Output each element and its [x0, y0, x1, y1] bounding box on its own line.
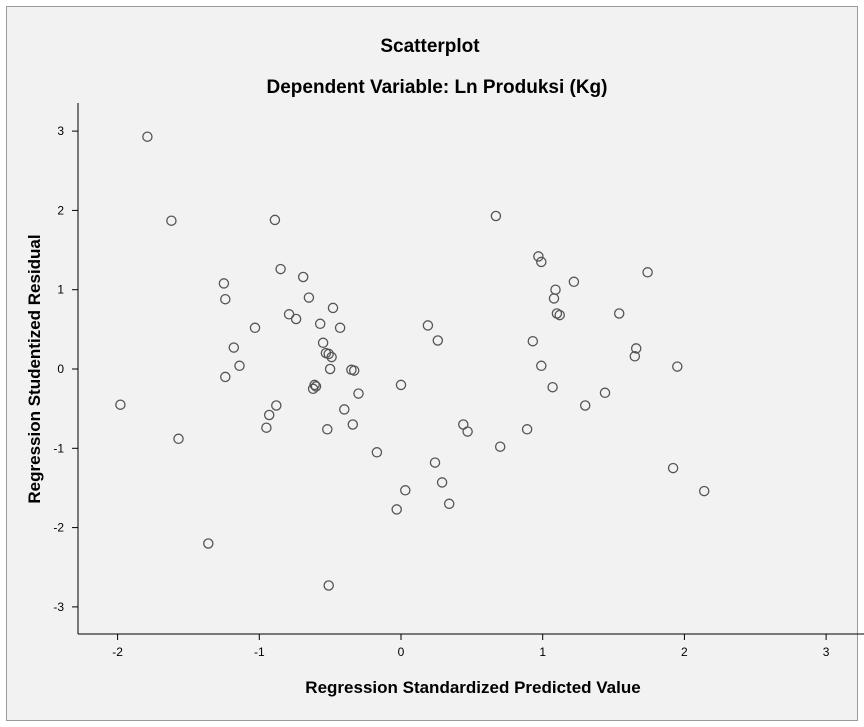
data-point [290, 313, 302, 325]
data-point [554, 309, 565, 321]
data-point [462, 426, 473, 437]
y-tick-label: -1 [53, 441, 64, 455]
data-point [347, 419, 359, 430]
data-point [220, 371, 231, 383]
data-point [203, 538, 214, 549]
data-point [432, 335, 444, 346]
data-point [269, 214, 281, 226]
data-point [314, 318, 326, 330]
data-point [579, 400, 591, 411]
data-point [436, 477, 448, 488]
y-tick-label: 2 [57, 203, 64, 217]
x-tick-label: 2 [681, 645, 688, 659]
data-point [494, 441, 506, 452]
data-point [353, 388, 364, 399]
data-point [115, 399, 126, 410]
data-point [527, 335, 539, 347]
data-point [348, 365, 360, 376]
data-point [166, 215, 177, 226]
data-point [568, 276, 580, 288]
data-point [667, 462, 679, 474]
y-tick-label: 0 [57, 362, 64, 376]
y-tick-label: -3 [53, 600, 64, 614]
data-point [548, 293, 560, 304]
data-point [395, 379, 407, 391]
x-tick-label: 1 [539, 645, 546, 659]
data-point [307, 383, 319, 395]
data-point [327, 302, 339, 314]
data-point [323, 580, 334, 591]
data-point [324, 363, 336, 375]
data-point [443, 498, 455, 510]
axis-ticks: -2 -1 0 1 2 3 3 2 1 0 -1 -2 -3 [53, 124, 829, 659]
data-point [400, 485, 411, 496]
data-point [613, 308, 625, 319]
chart-title: Scatterplot [380, 36, 480, 57]
data-point [391, 504, 402, 515]
data-point [263, 409, 275, 421]
data-point [142, 131, 153, 142]
data-point [536, 360, 547, 372]
data-point [234, 360, 245, 372]
x-tick-label: -1 [254, 645, 265, 659]
data-point [271, 400, 282, 411]
data-point [429, 457, 441, 468]
x-axis-title: Regression Standardized Predicted Value [305, 678, 640, 697]
x-tick-label: 0 [398, 645, 405, 659]
data-point [371, 447, 383, 458]
data-points [115, 131, 710, 591]
y-tick-label: 3 [57, 124, 64, 138]
chart-subtitle: Dependent Variable: Ln Produksi (Kg) [267, 77, 608, 98]
plot-area: -2 -1 0 1 2 3 3 2 1 0 -1 -2 -3 [53, 103, 864, 659]
data-point [536, 256, 547, 268]
data-point [422, 320, 434, 331]
y-tick-label: 1 [57, 283, 64, 297]
x-tick-label: 3 [823, 645, 830, 659]
data-point [642, 267, 653, 278]
data-point [630, 343, 642, 354]
data-point [275, 263, 286, 275]
y-tick-label: -2 [53, 521, 64, 535]
data-point [629, 351, 641, 362]
data-point [339, 404, 350, 415]
data-point [521, 424, 533, 435]
data-point [322, 424, 333, 435]
data-point [323, 348, 334, 360]
data-point [310, 381, 322, 392]
data-point [547, 381, 558, 393]
data-point [218, 278, 230, 289]
data-point [551, 308, 563, 319]
data-point [173, 433, 184, 445]
data-point [228, 342, 240, 353]
data-point [326, 351, 337, 363]
data-point [303, 292, 315, 303]
data-point [283, 309, 295, 320]
data-point [490, 210, 502, 222]
y-axis-title: Regression Studentized Residual [25, 234, 44, 503]
data-point [317, 337, 329, 349]
x-tick-label: -2 [112, 645, 123, 659]
data-point [550, 284, 561, 295]
data-point [334, 322, 346, 334]
data-point [261, 422, 272, 433]
chart-frame [6, 6, 858, 721]
data-point [672, 361, 683, 372]
data-point [297, 271, 309, 283]
data-point [698, 485, 710, 497]
data-point [533, 251, 544, 262]
data-point [220, 293, 231, 305]
data-point [599, 387, 611, 399]
data-point [249, 322, 261, 334]
